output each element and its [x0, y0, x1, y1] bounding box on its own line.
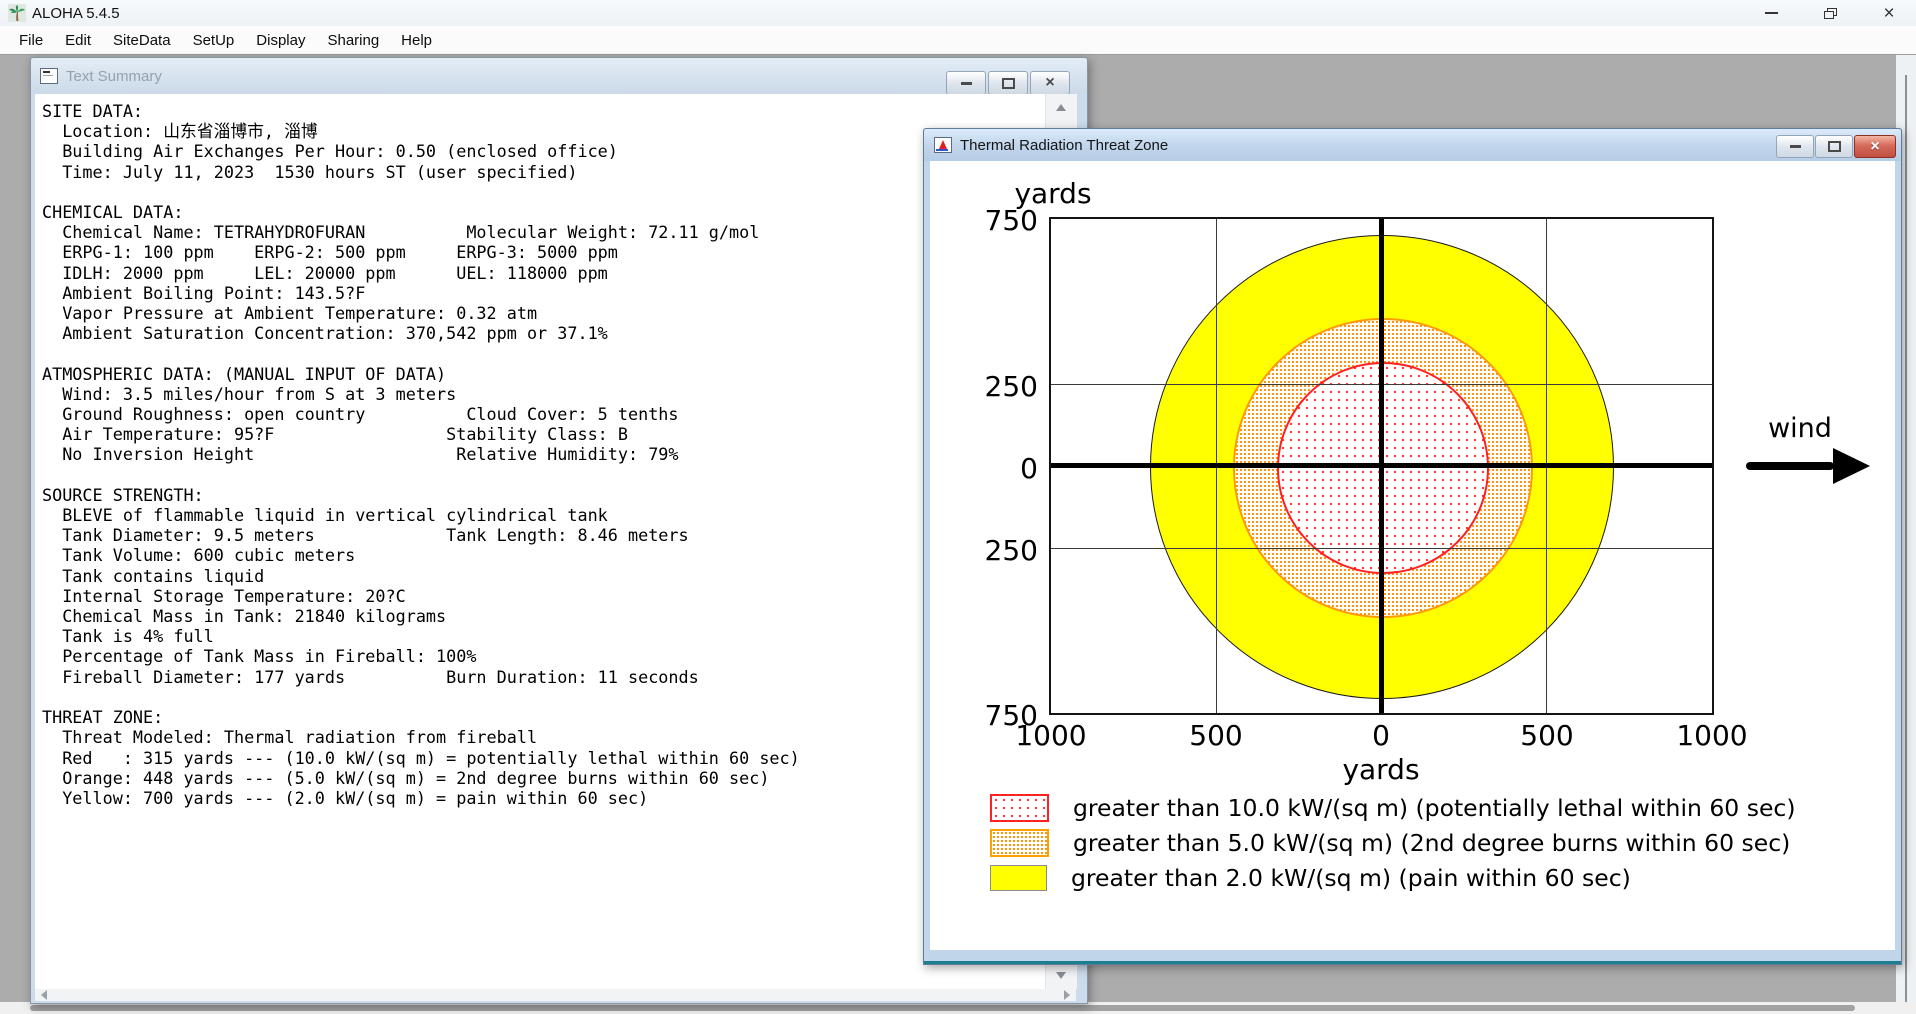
scroll-right-icon[interactable]	[1064, 990, 1070, 1000]
wind-arrow-head-icon	[1833, 448, 1870, 484]
close-icon: ×	[1045, 74, 1055, 91]
mdi-bottom-scrollbar[interactable]	[0, 1002, 1916, 1014]
text-summary-content: SITE DATA: Location: 山东省淄博市, 淄博 Building…	[35, 94, 1045, 989]
threat-zone-restore-button[interactable]	[1815, 135, 1853, 158]
menu-sitedata[interactable]: SiteData	[113, 31, 171, 49]
axis-horizontal-crosshair	[1051, 463, 1712, 468]
restore-icon	[1827, 141, 1841, 152]
text-summary-minimize-button[interactable]	[946, 71, 986, 95]
y-tick: 0	[1020, 452, 1038, 485]
menu-bar: File Edit SiteData SetUp Display Sharing Help	[0, 26, 1916, 55]
x-tick: 1000	[1676, 719, 1748, 752]
yellow-solid-swatch	[990, 864, 1047, 891]
threat-zone-content: yards 750 250 0 250 750 1000 500 0 500 1000 yard…	[930, 161, 1895, 950]
menu-file[interactable]: File	[19, 31, 44, 49]
text-summary-text: SITE DATA: Location: 山东省淄博市, 淄博 Building…	[42, 101, 800, 808]
threat-zone-close-button[interactable]: ×	[1854, 135, 1896, 158]
orange-dotted-swatch	[990, 828, 1049, 857]
legend-label: greater than 5.0 kW/(sq m) (2nd degree b…	[1073, 828, 1791, 857]
menu-edit[interactable]: Edit	[65, 31, 92, 49]
scrollbar-thumb[interactable]	[30, 1005, 1855, 1011]
minimize-icon	[1789, 145, 1801, 148]
close-icon: ×	[1870, 137, 1880, 155]
main-restore-button[interactable]	[1807, 0, 1853, 26]
y-tick: 250	[984, 370, 1038, 403]
aloha-palm-icon	[8, 4, 26, 22]
main-titlebar: ALOHA 5.4.5 ×	[0, 0, 1916, 26]
y-tick: 750	[984, 204, 1038, 237]
minimize-icon	[960, 81, 972, 85]
y-tick: 750	[984, 699, 1038, 732]
wind-label: wind	[1768, 413, 1832, 444]
scroll-up-icon[interactable]	[1056, 104, 1066, 111]
threat-zone-plot	[1049, 217, 1714, 715]
text-summary-title: Text Summary	[66, 67, 162, 85]
menu-setup[interactable]: SetUp	[192, 31, 235, 49]
close-icon: ×	[1883, 2, 1895, 24]
y-axis-label: yards	[1014, 177, 1092, 210]
restore-icon	[1823, 7, 1837, 19]
legend-label: greater than 2.0 kW/(sq m) (pain within …	[1071, 863, 1631, 892]
scroll-left-icon[interactable]	[41, 990, 47, 1000]
main-minimize-button[interactable]	[1748, 0, 1794, 26]
threat-zone-titlebar[interactable]: Thermal Radiation Threat Zone ×	[924, 129, 1901, 161]
threat-zone-minimize-button[interactable]	[1776, 135, 1814, 158]
x-axis-label: yards	[1342, 753, 1420, 786]
menu-display[interactable]: Display	[256, 31, 306, 49]
x-tick: 500	[1520, 719, 1574, 752]
y-tick: 250	[984, 534, 1038, 567]
menu-sharing[interactable]: Sharing	[327, 31, 380, 49]
x-tick: 500	[1189, 719, 1243, 752]
minimize-icon	[1764, 12, 1778, 14]
text-summary-icon	[40, 68, 58, 84]
threat-zone-icon	[934, 137, 952, 153]
threat-zone-title: Thermal Radiation Threat Zone	[960, 136, 1169, 154]
x-tick: 0	[1372, 719, 1390, 752]
legend-row: greater than 2.0 kW/(sq m) (pain within …	[990, 860, 1796, 895]
app-title: ALOHA 5.4.5	[32, 5, 120, 22]
wind-arrow-icon	[1746, 462, 1834, 470]
restore-icon	[1001, 77, 1015, 89]
legend-row: greater than 5.0 kW/(sq m) (2nd degree b…	[990, 825, 1796, 860]
text-summary-horizontal-scrollbar[interactable]	[35, 989, 1076, 1001]
text-summary-window: Text Summary × SITE DATA: Location: 山东省淄…	[30, 57, 1088, 1004]
threat-zone-window: Thermal Radiation Threat Zone × yards 75…	[923, 128, 1902, 965]
menu-help[interactable]: Help	[401, 31, 433, 49]
threat-zone-legend: greater than 10.0 kW/(sq m) (potentially…	[990, 790, 1796, 895]
text-summary-restore-button[interactable]	[988, 71, 1028, 95]
legend-label: greater than 10.0 kW/(sq m) (potentially…	[1073, 793, 1796, 822]
text-summary-close-button[interactable]: ×	[1030, 71, 1070, 95]
scroll-down-icon[interactable]	[1056, 972, 1066, 979]
legend-row: greater than 10.0 kW/(sq m) (potentially…	[990, 790, 1796, 825]
x-tick: 1000	[1015, 719, 1087, 752]
main-close-button[interactable]: ×	[1866, 0, 1912, 26]
text-summary-titlebar[interactable]: Text Summary ×	[31, 58, 1087, 95]
red-dotted-swatch	[990, 793, 1049, 822]
